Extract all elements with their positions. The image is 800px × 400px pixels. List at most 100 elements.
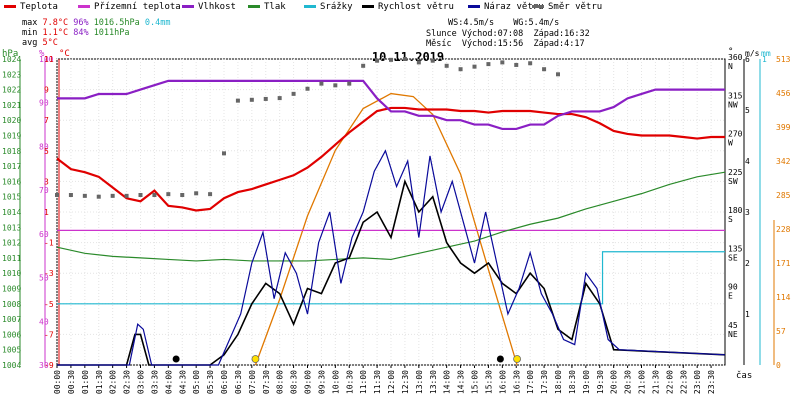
series-sm-r-v-tru-point	[500, 60, 505, 65]
series-sm-r-v-tru-point	[55, 193, 59, 197]
legend-label: Přízemní teplota	[94, 2, 181, 12]
x-tick-label: 13:00	[415, 370, 424, 394]
x-tick-label: 11:00	[359, 370, 368, 394]
series-vlhkost-line	[57, 79, 725, 131]
max-pressure: 1016.5hPa	[93, 18, 140, 28]
hpa-tick-label: 1005	[2, 346, 21, 355]
x-tick-label: 15:00	[471, 370, 480, 394]
mm-axis-label: mm	[761, 49, 771, 58]
x-tick-label: 07:30	[262, 370, 271, 394]
series-sm-r-v-tru-point	[444, 63, 449, 68]
legend-swatch	[78, 5, 90, 8]
pct-tick-label: 50	[39, 274, 49, 283]
legend-swatch	[182, 5, 194, 8]
x-tick-label: 18:00	[554, 370, 563, 394]
x-tick-label: 05:00	[192, 370, 201, 394]
series-sm-r-v-tru-point	[402, 57, 407, 61]
series-sm-r-v-tru-point	[82, 193, 87, 198]
degc-tick-label: -5	[44, 300, 54, 309]
x-tick-label: 01:30	[95, 370, 104, 394]
pct-tick-label: 80	[39, 142, 49, 151]
legend-swatch	[468, 5, 480, 8]
degc-tick-label: 3	[44, 177, 49, 186]
x-tick-label: 06:00	[220, 370, 229, 394]
hpa-tick-label: 1017	[2, 162, 21, 171]
sunrise-marker	[251, 355, 260, 363]
series-sm-r-v-tru-point	[528, 61, 533, 66]
hpa-tick-label: 1008	[2, 300, 21, 309]
direction-tick-label: 225	[728, 168, 743, 177]
x-tick-label: 21:00	[638, 370, 647, 394]
ms-tick-label: 4	[745, 157, 750, 166]
x-tick-label: 08:00	[276, 370, 285, 394]
x-tick-label: 14:30	[457, 370, 466, 394]
series-sm-r-v-tru-point	[458, 67, 463, 72]
wm2-tick-label: 513	[776, 55, 791, 64]
series-sm-r-v-tru-point	[291, 91, 296, 96]
series-sm-r-v-tru-point	[305, 86, 310, 91]
moon-times: Měsíc Východ:15:56 Západ:4:17	[426, 39, 585, 49]
legend-item-p-zemn-teplota: Přízemní teplota	[78, 2, 181, 12]
direction-tick-label: 180	[728, 206, 743, 215]
pct-tick-label: 60	[39, 230, 49, 239]
hpa-tick-label: 1004	[2, 361, 21, 370]
legend-item-n-raz-v-tru: Náraz větru	[468, 2, 544, 12]
hpa-tick-label: 1019	[2, 132, 21, 141]
x-tick-label: 21:30	[651, 370, 660, 394]
series-teplota-line	[56, 106, 725, 212]
ms-tick-label: 5	[745, 106, 750, 115]
series-sm-r-v-tru-point	[222, 151, 226, 156]
series-sm-r-v-tru-point	[249, 97, 254, 102]
legend-swatch	[532, 5, 544, 8]
direction-tick-label: 90	[728, 283, 738, 292]
legend-label: Teplota	[20, 2, 58, 12]
pct-tick-label: 90	[39, 99, 49, 108]
legend-item-sr-ky: Srážky	[304, 2, 353, 12]
x-tick-label: 03:30	[150, 370, 159, 394]
degc-tick-label: 1	[44, 208, 49, 217]
hpa-tick-label: 1021	[2, 101, 21, 110]
x-tick-label: 01:00	[81, 370, 90, 394]
x-tick-label: 09:30	[317, 370, 326, 394]
series-sm-r-v-tru-point	[472, 64, 477, 69]
series-tlak-line	[56, 171, 726, 262]
series-sm-r-v-tru-point	[152, 193, 157, 197]
x-tick-label: 14:00	[443, 370, 452, 394]
x-tick-label: 12:30	[401, 370, 410, 394]
x-tick-label: 17:30	[540, 370, 549, 394]
x-tick-label: 17:00	[526, 370, 535, 394]
series-sr-ky-line	[57, 251, 725, 305]
avg-temp: 5°C	[42, 38, 58, 48]
hpa-tick-label: 1011	[2, 254, 21, 263]
direction-tick-sector: W	[728, 139, 733, 148]
x-tick-label: 03:00	[137, 370, 146, 394]
direction-tick-sector: NE	[728, 330, 738, 339]
moonrise-marker	[496, 355, 504, 363]
series-sm-r-v-tru-point	[389, 57, 393, 62]
hpa-tick-label: 1014	[2, 208, 21, 217]
x-tick-label: 20:00	[610, 370, 619, 394]
pct-tick-label: 30	[39, 361, 49, 370]
x-tick-label: 08:30	[290, 370, 299, 394]
series-sm-r-v-tru-point	[556, 72, 560, 77]
solar-curve	[254, 92, 518, 366]
direction-tick-sector: SW	[728, 177, 738, 186]
wm2-tick-label: 399	[776, 123, 791, 132]
series-sm-r-v-tru-point	[124, 193, 129, 198]
wm2-tick-label: 285	[776, 191, 791, 200]
degc-tick-label: -7	[44, 330, 54, 339]
pct-tick-label: 100	[39, 55, 54, 64]
ms-axis-label: m/s	[745, 49, 760, 58]
min-temp: 1.1°C	[42, 28, 69, 38]
ms-tick-label: 3	[745, 208, 750, 217]
legend-swatch	[4, 5, 16, 8]
x-tick-label: 05:30	[206, 370, 215, 394]
x-tick-label: 06:30	[234, 370, 243, 394]
x-tick-label: 00:30	[67, 370, 76, 394]
hpa-tick-label: 1020	[2, 116, 21, 125]
wind-gust-stat: WG:5.4m/s	[513, 18, 560, 28]
legend-swatch	[362, 5, 374, 8]
x-tick-label: 19:00	[582, 370, 591, 394]
legend-swatch	[248, 5, 260, 8]
hpa-tick-label: 1022	[2, 86, 21, 95]
